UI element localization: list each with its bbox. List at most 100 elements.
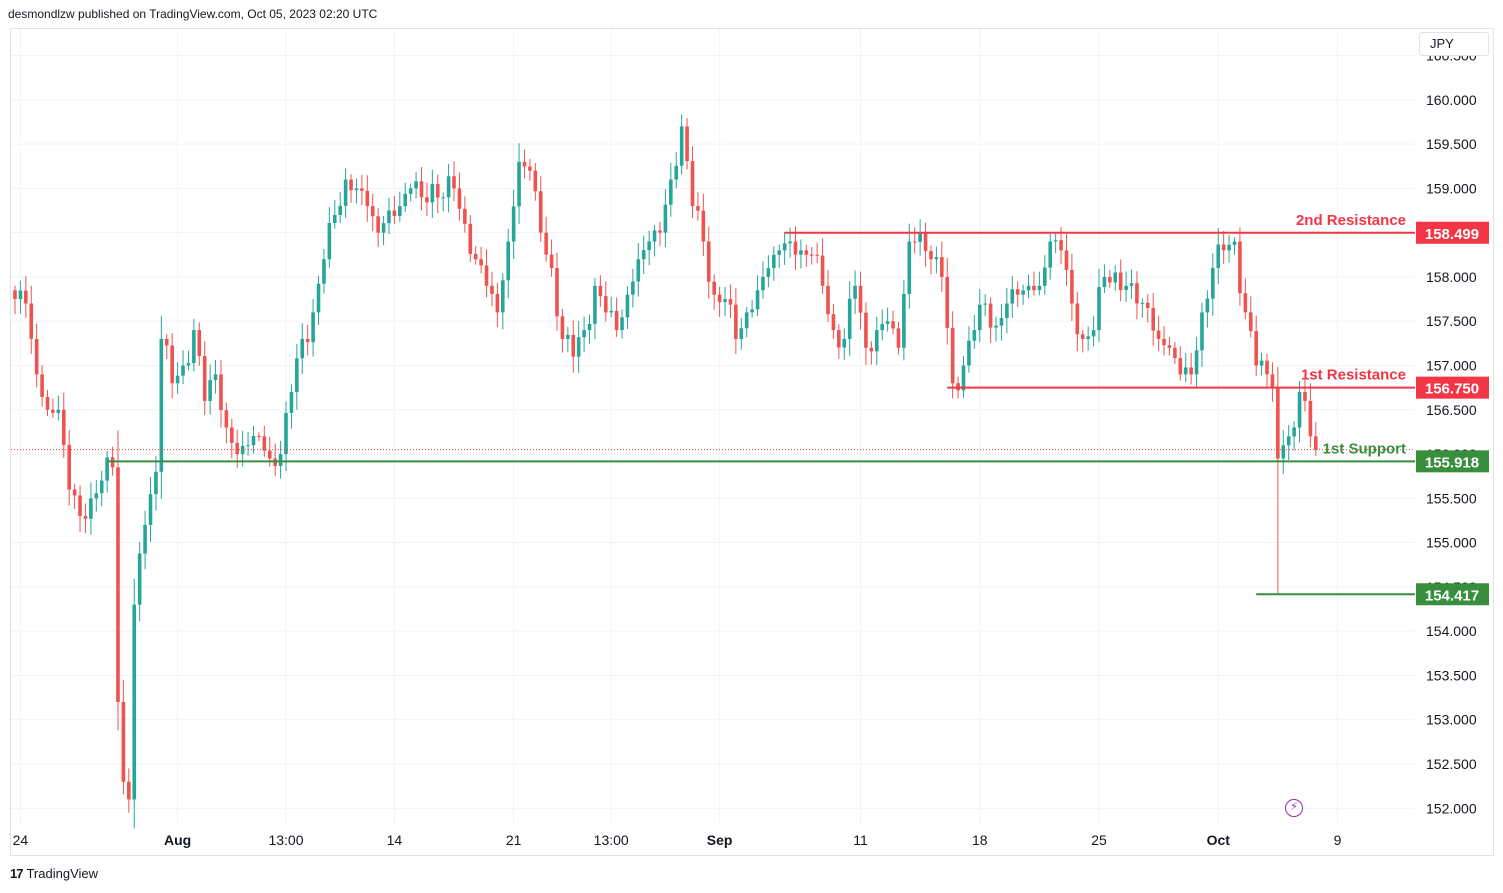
- candle-body: [977, 304, 982, 331]
- candle-body: [463, 208, 467, 224]
- price-tick-label: 153.000: [1426, 712, 1477, 728]
- candle-body: [1167, 345, 1172, 348]
- candle-body: [349, 179, 353, 191]
- candle-body: [1178, 358, 1183, 375]
- candle-body: [1135, 283, 1139, 304]
- candle-body: [267, 450, 272, 459]
- candle-body: [61, 409, 66, 445]
- level-price-tag: [1416, 376, 1489, 399]
- candle-body: [1026, 285, 1031, 291]
- candle-body: [94, 493, 99, 499]
- candle-body: [311, 312, 315, 343]
- candle-body: [1221, 244, 1226, 251]
- candle-body: [902, 293, 906, 348]
- level-price-tag: [1416, 450, 1489, 473]
- candle-body: [305, 338, 310, 343]
- candle-body: [782, 243, 787, 251]
- candle-body: [387, 210, 391, 224]
- candle-body: [224, 410, 229, 428]
- candle-body: [853, 285, 857, 299]
- lightning-icon[interactable]: ⚡: [1285, 799, 1303, 817]
- candle-body: [1227, 244, 1231, 251]
- time-tick-label: Sep: [707, 832, 733, 848]
- candle-body: [338, 205, 342, 215]
- candle-body: [1108, 276, 1112, 283]
- candle-body: [295, 358, 299, 393]
- candle-body: [582, 330, 586, 338]
- candle-body: [842, 338, 847, 348]
- candle-body: [1145, 302, 1150, 308]
- level-price-label: 155.918: [1425, 454, 1479, 471]
- candle-body: [511, 206, 516, 242]
- candle-body: [1070, 269, 1074, 304]
- candle-body: [370, 206, 375, 217]
- candle-body: [799, 250, 803, 255]
- time-tick-label: 9: [1334, 832, 1342, 848]
- candle-body: [398, 206, 402, 216]
- candle-body: [316, 283, 321, 313]
- candle-body: [289, 392, 294, 413]
- price-tick-label: 154.000: [1426, 623, 1477, 639]
- candle-body: [831, 314, 836, 331]
- candle-body: [148, 494, 153, 525]
- candle-body: [343, 179, 348, 206]
- publish-info: desmondlzw published on TradingView.com,…: [8, 7, 378, 21]
- candle-body: [452, 176, 456, 189]
- candle-body: [45, 396, 50, 410]
- candle-body: [446, 176, 451, 198]
- candle-body: [1140, 302, 1145, 304]
- candle-body: [408, 188, 413, 194]
- candle-body: [972, 330, 977, 341]
- candle-body: [674, 165, 679, 180]
- currency-label[interactable]: JPY: [1419, 32, 1489, 56]
- candle-body: [376, 216, 380, 233]
- candle-body: [479, 259, 483, 266]
- candle-body: [99, 480, 104, 494]
- candle-body: [598, 285, 603, 297]
- price-tick-label: 155.000: [1426, 535, 1477, 551]
- candle-body: [685, 126, 689, 162]
- candle-body: [1037, 285, 1042, 291]
- candle-body: [1113, 272, 1118, 283]
- candle-body: [1102, 276, 1107, 288]
- candle-body: [669, 179, 673, 205]
- candle-body: [1265, 360, 1269, 375]
- candle-body: [566, 334, 570, 339]
- candle-body: [219, 374, 223, 411]
- candle-body: [1276, 387, 1280, 459]
- candle-body: [663, 204, 668, 233]
- candle-body: [490, 285, 494, 294]
- candle-body: [1162, 338, 1166, 346]
- candle-body: [116, 467, 120, 703]
- candle-body: [1270, 374, 1275, 388]
- candle-body: [284, 412, 288, 455]
- level-name-label: 1st Resistance: [1301, 367, 1406, 384]
- candle-body: [24, 290, 28, 304]
- candle-body: [257, 435, 261, 437]
- candle-body: [701, 210, 706, 242]
- time-axis: 24 Aug 13:00 14 21 13:00 Sep 11 18 25 Oct 9: [13, 832, 1342, 848]
- candle-body: [202, 356, 207, 401]
- candle-body: [1091, 330, 1096, 337]
- candle-body: [1200, 312, 1204, 351]
- candle-body: [907, 241, 912, 294]
- candle-body: [110, 457, 115, 468]
- candle-body: [934, 257, 939, 260]
- candle-body: [555, 268, 559, 317]
- candle-body: [1248, 312, 1253, 332]
- tradingview-logo-icon: 17: [10, 866, 24, 881]
- candle-body: [809, 254, 814, 256]
- candle-body: [528, 166, 532, 171]
- candle-body: [696, 206, 700, 211]
- candles: [13, 114, 1318, 829]
- candle-body: [327, 223, 332, 260]
- candle-body: [1097, 287, 1101, 331]
- candle-body: [587, 323, 592, 331]
- candle-body: [495, 293, 500, 313]
- candle-body: [940, 257, 944, 277]
- candle-body: [631, 281, 635, 295]
- levels: 2nd Resistance 1st Resistance 1st Support: [11, 212, 1415, 596]
- price-tick-label: 160.000: [1426, 92, 1477, 108]
- candle-body: [815, 254, 819, 256]
